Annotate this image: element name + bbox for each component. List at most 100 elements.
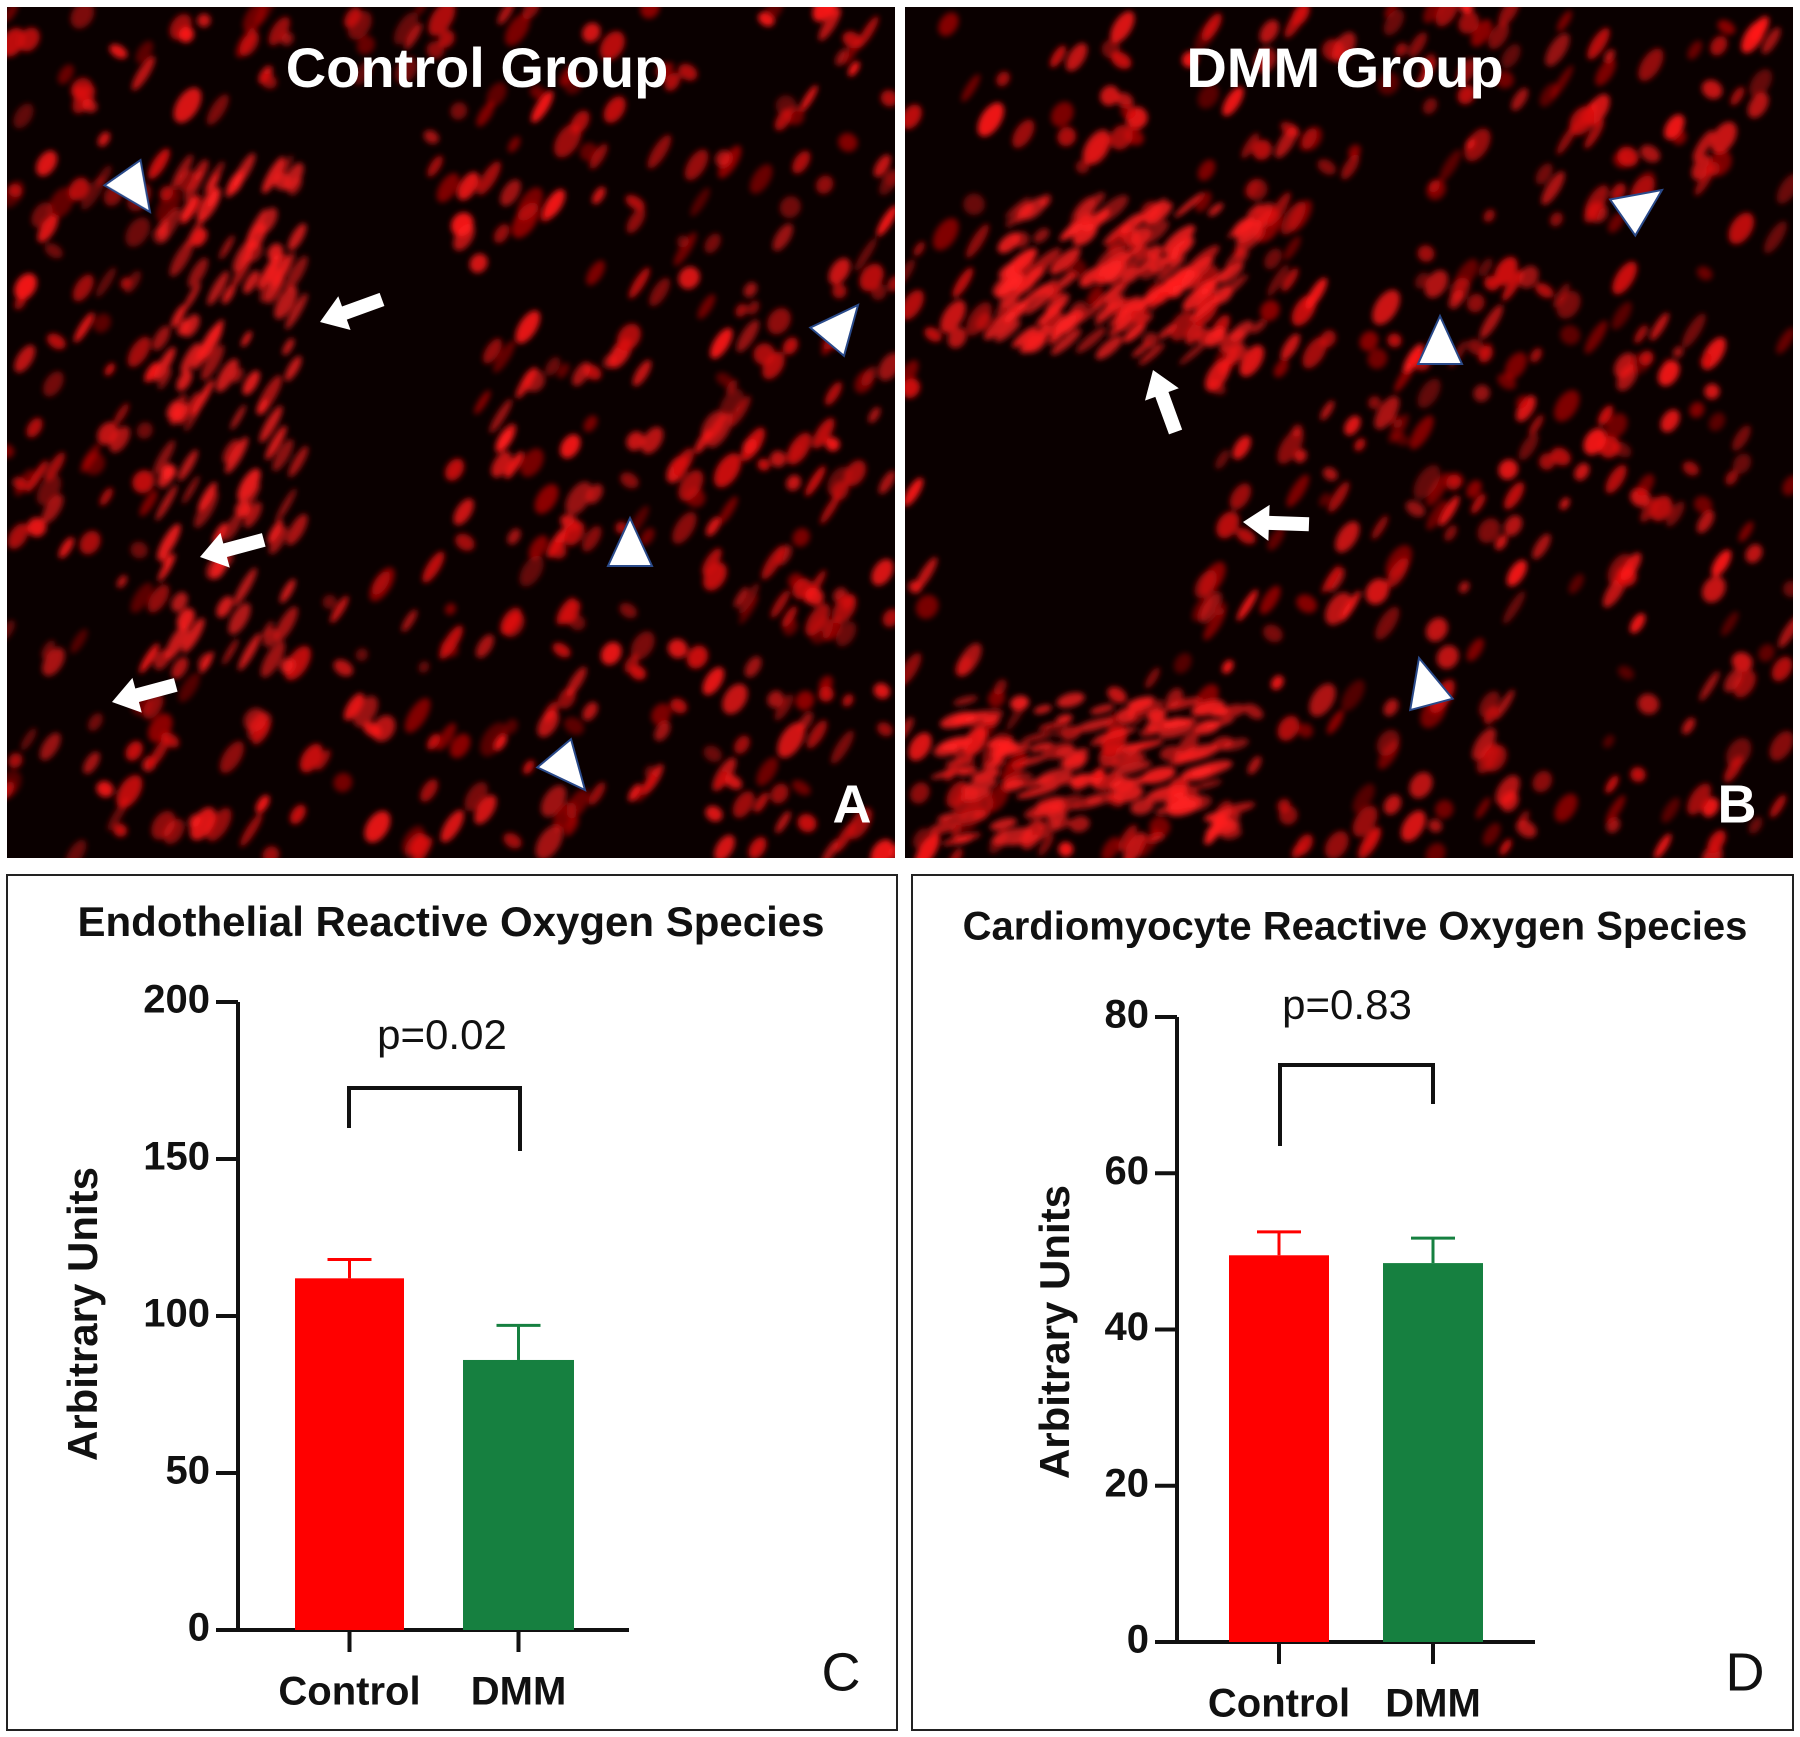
cell [592, 186, 606, 205]
cell [511, 202, 540, 239]
cell [494, 733, 508, 751]
cell [1159, 745, 1181, 761]
cell [1500, 791, 1519, 812]
cell [1694, 496, 1713, 514]
cell [427, 155, 443, 178]
cell [1302, 336, 1327, 369]
cell [949, 848, 963, 858]
cell [1015, 205, 1035, 223]
cell [1040, 310, 1063, 331]
cell [7, 770, 22, 798]
cell [777, 722, 806, 758]
cell [603, 96, 626, 124]
cell [18, 27, 40, 52]
cell [1149, 786, 1178, 799]
cell [239, 32, 260, 57]
cell [1194, 20, 1217, 52]
cell [222, 638, 239, 665]
cell [667, 638, 688, 659]
cell [1224, 343, 1247, 365]
cell [1075, 160, 1090, 174]
cell [1731, 652, 1753, 672]
cell [958, 767, 978, 776]
cell [178, 673, 200, 703]
cell [1726, 737, 1752, 768]
cell [1649, 495, 1673, 522]
cell [981, 758, 1006, 770]
cell [1696, 510, 1715, 534]
cell [877, 722, 893, 737]
cell [272, 439, 294, 472]
cell [503, 832, 522, 849]
cell [819, 675, 833, 692]
cell [1368, 396, 1381, 410]
cell [1682, 313, 1706, 348]
cell [1710, 121, 1737, 154]
cell [1479, 342, 1492, 360]
cell [495, 423, 517, 453]
cell [1511, 87, 1529, 111]
cell [1621, 552, 1642, 581]
cell [262, 620, 274, 638]
cell [180, 342, 201, 374]
cell [1163, 717, 1183, 726]
cell [1264, 248, 1282, 270]
cell [183, 282, 201, 310]
cell [70, 7, 95, 29]
cell [1458, 11, 1479, 34]
cell [1477, 518, 1501, 544]
cell [1413, 464, 1441, 500]
arrow [200, 532, 266, 568]
cell [686, 645, 709, 669]
cell [1124, 699, 1165, 716]
cell [690, 187, 710, 217]
cell [1340, 590, 1361, 622]
cell [1013, 231, 1030, 248]
cell [427, 733, 441, 750]
cell [1049, 247, 1081, 275]
cell [14, 344, 36, 373]
cell [812, 417, 835, 449]
chart-frame [6, 874, 898, 1731]
cell [703, 745, 722, 763]
cell [450, 102, 468, 120]
cell [1219, 262, 1244, 284]
cell [838, 132, 858, 152]
cell [1105, 294, 1123, 311]
cell [599, 31, 625, 61]
cell [965, 223, 990, 259]
cell [1439, 149, 1462, 182]
cell [563, 717, 585, 735]
cell [1764, 221, 1787, 254]
cell [215, 358, 239, 393]
cell [1110, 753, 1146, 768]
cell [1422, 97, 1438, 115]
cell [545, 356, 561, 376]
cell [1425, 842, 1446, 858]
cell [1384, 7, 1399, 18]
cell [1528, 414, 1544, 436]
cell [1584, 119, 1605, 149]
cell [1321, 565, 1341, 594]
cell [779, 196, 801, 219]
cell [113, 402, 130, 426]
cell [1049, 45, 1066, 68]
cell [268, 526, 288, 555]
cell [216, 596, 233, 618]
cell [1291, 842, 1305, 858]
cell [1162, 225, 1196, 254]
cell [743, 282, 758, 298]
x-tick-label: DMM [1385, 1682, 1481, 1726]
cell [422, 551, 445, 583]
cell [1732, 453, 1752, 474]
cell [534, 484, 559, 514]
cell [757, 458, 771, 471]
cell [945, 756, 974, 767]
cell [1467, 338, 1485, 355]
panel-label: D [1726, 1642, 1765, 1702]
cell [588, 782, 606, 806]
cell [507, 528, 521, 545]
cell [171, 656, 189, 679]
cell [1015, 283, 1049, 312]
